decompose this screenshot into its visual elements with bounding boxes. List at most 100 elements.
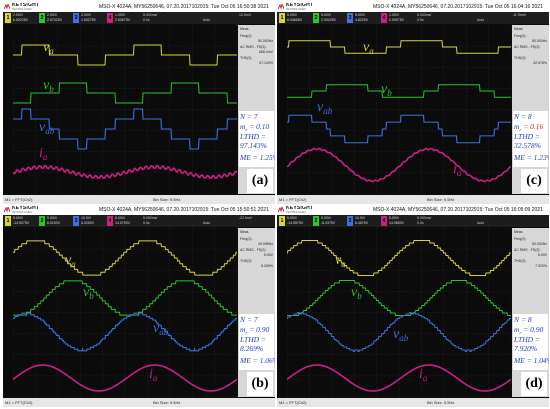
ch-offset: 6.50225V	[13, 18, 28, 22]
ch-offset: 1.50275V	[81, 18, 96, 22]
panel-letter: (b)	[247, 372, 273, 396]
channel-4-box[interactable]: 4 1.00V/2.90075V	[381, 13, 414, 23]
freq-value: 50.000Hz	[258, 39, 273, 43]
channel-3-box[interactable]: 3 5.00V/4.8225V	[347, 13, 380, 23]
rms-value: 5.00V	[537, 253, 547, 257]
stat-n: N = 8	[514, 112, 532, 121]
waveform-plot[interactable]	[287, 228, 511, 397]
keysight-logo-icon	[4, 4, 10, 10]
header-bar: KEYSIGHT TECHNOLOGIES MSO-X 4024A, MY562…	[277, 206, 549, 215]
horizontal-info[interactable]: 5.000ms/ 0.0s Auto 10.0mV	[143, 13, 273, 23]
ch-offset: 6.0150V	[47, 221, 61, 225]
freq-label: Freq(2):	[514, 34, 527, 38]
ch-offset: 4.8225V	[355, 18, 369, 22]
brand-sub: TECHNOLOGIES	[286, 8, 306, 11]
label-vb-main: v	[43, 78, 50, 93]
channel-2-box[interactable]: 2 5.00V/6.0150V	[39, 216, 72, 226]
trigger-level: -8.76mV	[513, 13, 527, 17]
channel-row: 1 5.00V/6.94665V 2 5.00V/2.00425V 3 5.00V/4…	[277, 12, 549, 24]
horizontal-info[interactable]: 5.000ms/ 0.0s Auto -22.5mV	[143, 216, 273, 226]
stat-lthd-value: 32.578%	[514, 141, 541, 150]
trigger-level: 10.0mV	[239, 13, 252, 17]
ch-volts: 5.00V/	[287, 216, 298, 220]
waveform-vab	[287, 114, 511, 144]
mr-sub: r	[245, 331, 248, 337]
stats-box: N = 7 mr = 0.10 LTHD = 97.143% ME = 1.25…	[239, 111, 275, 167]
ch-num: 1	[5, 216, 11, 226]
horizontal-info[interactable]: 5.000ms/ 0.0s Auto -8.76mV	[417, 13, 547, 23]
waveform-plot[interactable]	[13, 228, 237, 397]
channel-1-box[interactable]: 1 2.00V/6.50225V	[5, 13, 38, 23]
scope-panel-a: KEYSIGHT TECHNOLOGIES MSO-X 4024A, MY562…	[3, 3, 275, 204]
bin-size: Bin Size: 9.5Hz	[427, 400, 455, 405]
label-vb-main: v	[381, 82, 388, 97]
channel-1-box[interactable]: 1 5.00V/-14.5075V	[5, 216, 38, 226]
trigger-mode: Auto	[203, 18, 211, 22]
stat-n: N = 8	[514, 315, 532, 324]
ch-num: 1	[279, 13, 285, 23]
ch-volts: 5.00V/	[355, 13, 366, 17]
ch-volts: 2.00V/	[13, 13, 24, 17]
waveform-va	[13, 240, 237, 276]
freq-label: Freq(2):	[240, 237, 253, 241]
channel-1-box[interactable]: 1 5.00V/-14.5575V	[279, 216, 312, 226]
stat-mr: mr = 0.16	[514, 122, 543, 136]
channel-2-box[interactable]: 2 2.00V/2.57425V	[39, 13, 72, 23]
waveform-plot[interactable]	[13, 25, 237, 194]
label-va-sub: a	[369, 46, 374, 56]
channel-3-box[interactable]: 3 10.0V/6.0250V	[73, 216, 106, 226]
fft-label: M1 = FFT(Ch2)	[5, 197, 33, 202]
ch-volts: 5.00V/	[321, 216, 332, 220]
channel-3-box[interactable]: 3 10.0V/6.4675V	[347, 216, 380, 226]
stat-lthd: LTHD =	[514, 335, 540, 344]
channel-4-box[interactable]: 4 5.00V/14.0750V	[107, 216, 140, 226]
channel-2-box[interactable]: 2 5.00V/-6.0375V	[313, 216, 346, 226]
bin-size: Bin Size: 9.5Hz	[153, 197, 181, 202]
label-vab: vab	[317, 101, 332, 118]
mr-value: = 0.16	[521, 122, 544, 131]
channel-1-box[interactable]: 1 5.00V/6.94665V	[279, 13, 312, 23]
stats-box: N = 8 mr = 0.16 LTHD = 32.578% ME = 1.23…	[513, 111, 549, 167]
waveform-plot[interactable]	[287, 25, 511, 194]
scope-model: MSO-X 4024A, MY56250646, 07.20.201710291…	[99, 4, 269, 10]
stat-me: ME = 1.25%	[240, 153, 275, 162]
brand-name: KEYSIGHT	[12, 3, 40, 8]
ch-offset: 14.9850V	[389, 221, 404, 225]
header-bar: KEYSIGHT TECHNOLOGIES MSO-X 4024A, MY562…	[3, 3, 275, 12]
meas-title: Meas	[240, 27, 249, 31]
label-va-main: v	[43, 40, 50, 55]
label-va-main: v	[363, 40, 370, 55]
label-vb-sub: b	[387, 88, 392, 98]
label-ia-main: i	[149, 367, 153, 382]
panel-letter: (d)	[521, 372, 547, 396]
channel-4-box[interactable]: 4 1.00V/2.50675V	[107, 13, 140, 23]
rms-label: AC RMS - FS(2):	[240, 248, 267, 252]
label-ia-sub: a	[422, 373, 428, 383]
channel-row: 1 5.00V/-14.5575V 2 5.00V/-6.0375V 3 10.0V/…	[277, 215, 549, 227]
channel-2-box[interactable]: 2 5.00V/2.00425V	[313, 13, 346, 23]
thd-value: 7.920%	[535, 264, 547, 268]
mr-value: = 0.90	[521, 325, 544, 334]
mr-value: = 0.10	[247, 122, 270, 131]
scope-model: MSO-X 4024A, MY56250646, 07.20.201710291…	[373, 207, 543, 213]
channel-4-box[interactable]: 4 5.00V/14.9850V	[381, 216, 414, 226]
ch-num: 3	[73, 13, 79, 23]
channel-3-box[interactable]: 3 2.00V/1.50275V	[73, 13, 106, 23]
ch-volts: 10.0V/	[81, 216, 92, 220]
stat-n: N = 7	[240, 315, 258, 324]
scope-panel-c: KEYSIGHT TECHNOLOGIES MSO-X 4024A, MY562…	[277, 3, 549, 204]
thd-value: 32.578%	[533, 61, 547, 65]
ch-num: 4	[107, 216, 113, 226]
label-vb: vb	[381, 83, 392, 100]
ch-volts: 5.00V/	[47, 216, 58, 220]
ch-offset: 6.0250V	[81, 221, 95, 225]
thd-label: THD(2):	[514, 259, 527, 263]
mr-symbol: m	[514, 325, 520, 334]
freq-value: 50.000Hz	[532, 39, 547, 43]
bin-size: Bin Size: 9.5Hz	[427, 197, 455, 202]
label-vab-sub: ab	[159, 327, 169, 337]
horizontal-info[interactable]: 5.000ms/ 0.0s Auto	[417, 216, 547, 226]
ch-volts: 1.00V/	[115, 13, 126, 17]
ch-offset: -14.5075V	[13, 221, 30, 225]
label-vab-sub: ab	[323, 106, 333, 116]
